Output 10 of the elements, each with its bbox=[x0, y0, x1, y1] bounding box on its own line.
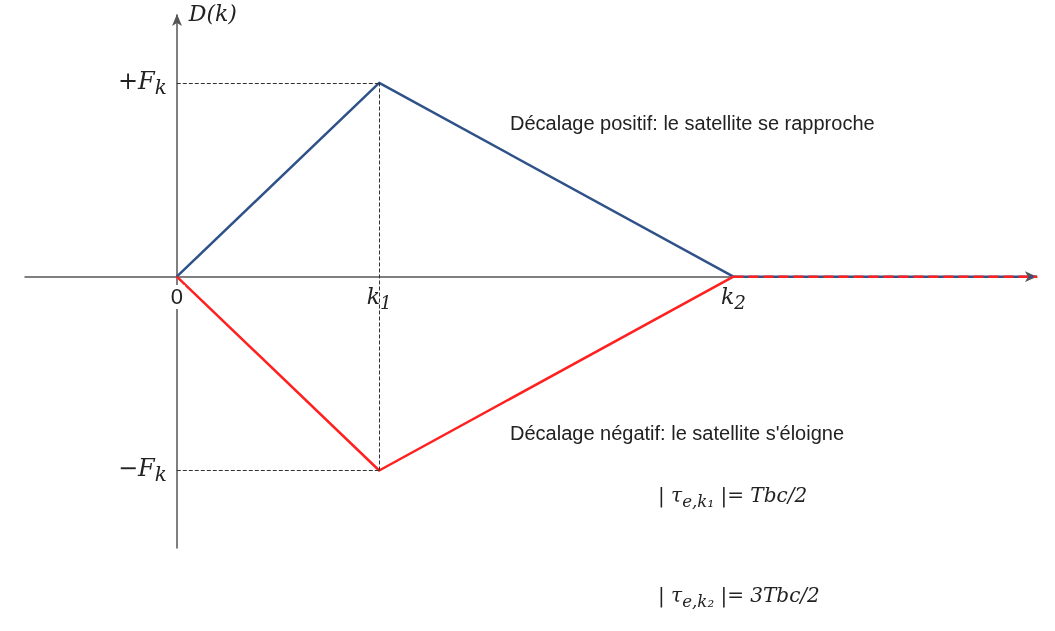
annotation: Décalage négatif: le satellite s'éloigne bbox=[510, 422, 845, 444]
ref-line-label: −F$_{k}$ bbox=[117, 454, 167, 487]
annotation: Décalage positif: le satellite se rapproche bbox=[510, 112, 875, 134]
y-axis-title: D(k) bbox=[188, 1, 237, 27]
text: | τ$_{e,k₁}$ |= Tbc/2 bbox=[658, 483, 808, 512]
text: | τ$_{e,k₂}$ |= 3Tbc/2 bbox=[658, 583, 820, 612]
x-tick-label: k$_{2}$ bbox=[720, 283, 746, 314]
x-tick-label: 0 bbox=[168, 283, 185, 309]
ref-line-label: +F$_{k}$ bbox=[117, 66, 167, 100]
x-tick-label: k$_{1}$ bbox=[366, 283, 392, 314]
